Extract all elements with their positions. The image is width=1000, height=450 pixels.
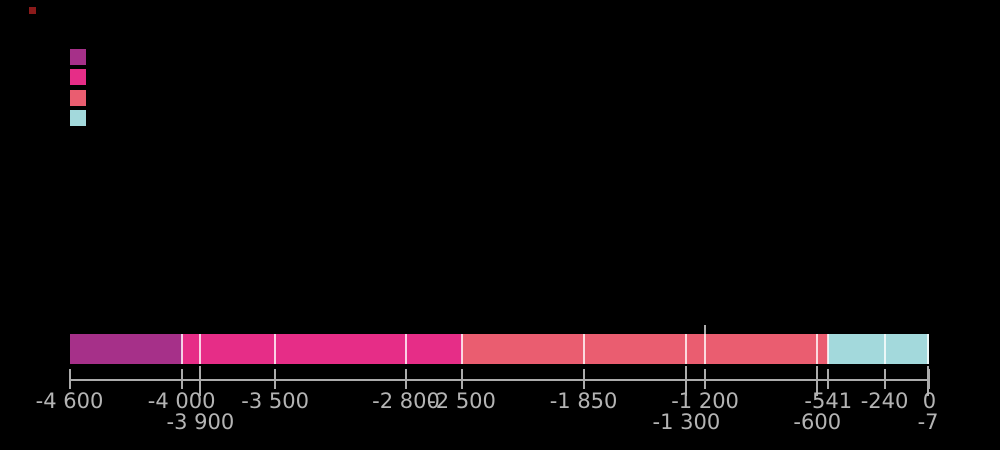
- segment-separator: [927, 334, 930, 364]
- axis-tick: [704, 369, 707, 389]
- tick-label: -1 850: [549, 389, 618, 413]
- legend-swatch-purple: [70, 49, 86, 65]
- bar-segment: [828, 334, 885, 364]
- red-marker-dot: [29, 7, 36, 14]
- axis-tick: [68, 369, 71, 389]
- bar-segment: [200, 334, 276, 364]
- axis-tick: [927, 366, 930, 396]
- segment-separator: [180, 334, 183, 364]
- bar-segment: [884, 334, 929, 364]
- axis-tick: [404, 369, 407, 389]
- segment-separator: [199, 334, 202, 364]
- annotation-pointer: [704, 325, 707, 334]
- segment-separator: [883, 334, 886, 364]
- axis-tick: [827, 369, 830, 389]
- bar-segment: [69, 334, 182, 364]
- axis-tick: [461, 369, 464, 389]
- legend-swatch-salmon: [70, 89, 86, 106]
- segment-separator: [704, 334, 707, 364]
- bar-segment: [686, 334, 706, 364]
- tick-label: -2 500: [428, 389, 496, 413]
- bar-segment: [275, 334, 406, 364]
- bar-segment: [181, 334, 201, 364]
- tick-label: -2 800: [372, 389, 440, 413]
- segment-separator: [461, 334, 464, 364]
- axis-tick: [582, 369, 585, 389]
- tick-label: -4 600: [35, 389, 104, 413]
- tick-label: -3 900: [166, 410, 235, 434]
- segment-separator: [827, 334, 830, 364]
- bar-segment: [405, 334, 463, 364]
- tick-label: -1 200: [671, 389, 739, 413]
- tick-label: 0: [922, 389, 937, 413]
- bar-segment: [583, 334, 687, 364]
- axis-tick: [180, 369, 183, 389]
- axis-tick: [816, 366, 819, 396]
- axis-tick: [274, 369, 277, 389]
- axis-tick: [883, 369, 886, 389]
- tick-label: -3 500: [241, 389, 309, 413]
- tick-label: -4 000: [147, 389, 216, 413]
- axis-tick: [928, 369, 931, 389]
- segment-separator: [404, 334, 407, 364]
- legend-swatch-lightblue: [70, 109, 86, 126]
- segment-separator: [816, 334, 819, 364]
- axis-line: [69, 379, 930, 381]
- tick-label: -240: [860, 389, 909, 413]
- axis-tick: [199, 366, 202, 396]
- bar-segment: [817, 334, 829, 364]
- segment-separator: [685, 334, 688, 364]
- tick-label: -541: [804, 389, 853, 413]
- tick-label: -600: [793, 410, 842, 434]
- tick-label: -1 300: [652, 410, 721, 434]
- segment-separator: [582, 334, 585, 364]
- bar-segment: [705, 334, 818, 364]
- bar-segment: [462, 334, 584, 364]
- axis-tick: [685, 366, 688, 396]
- legend-swatch-pink: [70, 69, 86, 86]
- tick-label: -7: [917, 410, 939, 434]
- segment-separator: [274, 334, 277, 364]
